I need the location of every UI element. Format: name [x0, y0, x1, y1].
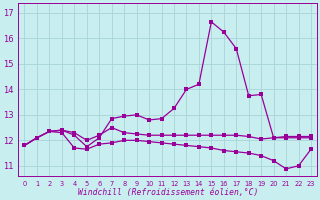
- X-axis label: Windchill (Refroidissement éolien,°C): Windchill (Refroidissement éolien,°C): [77, 188, 258, 197]
